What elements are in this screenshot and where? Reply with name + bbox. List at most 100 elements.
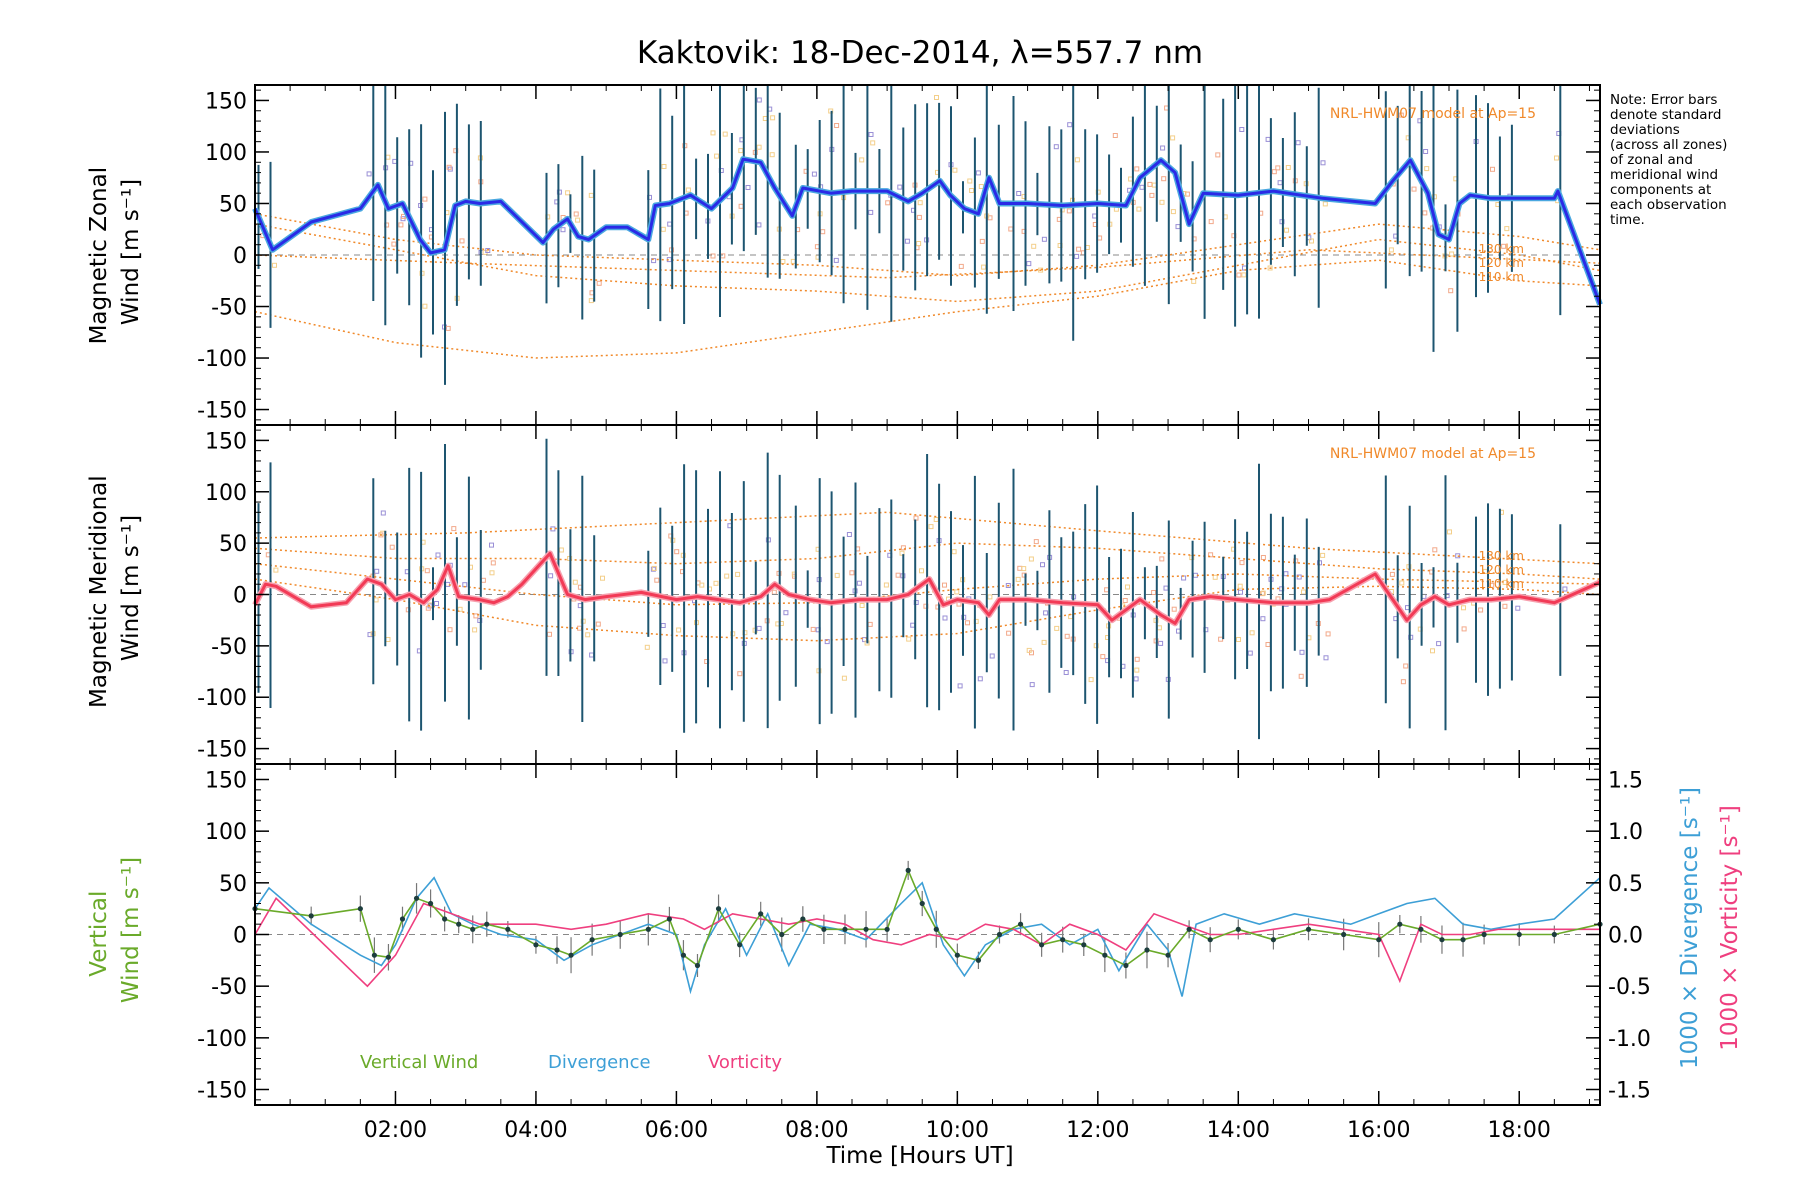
zone-scatter-point	[1063, 670, 1069, 675]
zone-scatter-point	[595, 621, 601, 627]
meridional-alt-130: 130 km	[1479, 549, 1524, 563]
vertical-wind-point	[758, 911, 764, 917]
zone-scatter-point	[1260, 590, 1266, 596]
zone-scatter-point	[1134, 166, 1140, 172]
zone-scatter-point	[1031, 243, 1037, 249]
zone-scatter-point	[841, 675, 847, 681]
zone-scatter-point	[1076, 246, 1082, 252]
zone-scatter-point	[1403, 663, 1409, 669]
zone-scatter-point	[870, 140, 876, 146]
vertical-wind-point	[413, 895, 420, 901]
zone-scatter-point	[565, 190, 571, 196]
zone-scatter-point	[1100, 654, 1106, 660]
zone-scatter-point	[272, 262, 277, 268]
y-tick-label: 0	[233, 584, 247, 609]
vertical-wind-point	[617, 931, 623, 938]
zone-scatter-point	[445, 325, 451, 331]
vertical-wind-point	[442, 916, 448, 922]
zone-scatter-point	[485, 248, 491, 253]
y2-tick-label: 1.0	[1608, 820, 1643, 845]
zone-scatter-point	[834, 123, 840, 128]
zone-scatter-point	[856, 580, 862, 586]
zone-scatter-point	[1388, 247, 1394, 253]
zone-scatter-point	[1170, 209, 1176, 215]
vertical-wind-point	[666, 916, 672, 922]
zone-scatter-point	[1147, 181, 1153, 187]
vertical-wind-point	[737, 942, 743, 948]
zone-scatter-point	[1430, 648, 1435, 654]
zone-scatter-point	[714, 153, 720, 159]
y-tick-label: 150	[205, 429, 247, 454]
zone-scatter-point	[895, 572, 901, 578]
zone-scatter-point	[1322, 201, 1328, 207]
note-line: of zonal and	[1610, 152, 1693, 168]
zone-scatter-point	[1422, 210, 1428, 216]
zone-scatter-point	[1260, 616, 1266, 622]
zone-scatter-point	[699, 582, 705, 588]
zone-scatter-point	[859, 157, 865, 163]
zone-scatter-point	[1424, 166, 1430, 172]
x-tick-label: 04:00	[504, 1118, 567, 1143]
zone-scatter-point	[398, 222, 404, 228]
zone-scatter-point	[919, 568, 924, 574]
zone-scatter-point	[1237, 583, 1243, 589]
zone-scatter-point	[745, 185, 751, 190]
zone-scatter-point	[273, 567, 279, 573]
zonal-alt-110: 110 km	[1479, 270, 1524, 284]
zone-scatter-point	[722, 131, 728, 137]
zone-scatter-point	[1016, 191, 1022, 196]
zone-scatter-point	[685, 187, 691, 193]
vertical-wind-point	[470, 926, 476, 932]
zone-scatter-point	[1088, 677, 1094, 683]
y-tick-label: 50	[219, 192, 247, 217]
zone-scatter-point	[1151, 590, 1157, 595]
vertical-wind-point	[933, 926, 939, 932]
vertical-wind-point	[1017, 921, 1024, 927]
zone-scatter-point	[756, 625, 762, 631]
vertical-wind-point	[779, 931, 785, 938]
zone-scatter-point	[654, 577, 660, 583]
zone-scatter-point	[1054, 625, 1060, 631]
zone-scatter-point	[883, 582, 889, 588]
y2-tick-label: -1.5	[1608, 1079, 1651, 1104]
vertical-wind-point	[357, 906, 363, 912]
vertical-wind-point	[1165, 952, 1171, 958]
zone-scatter-point	[1021, 566, 1027, 572]
zone-scatter-point	[1461, 605, 1466, 611]
x-tick-label: 06:00	[645, 1118, 708, 1143]
zone-scatter-point	[1320, 552, 1326, 558]
vertical-wind-point	[533, 942, 539, 948]
zone-scatter-point	[868, 132, 874, 137]
note-line: time.	[1610, 212, 1645, 228]
zone-scatter-point	[942, 615, 948, 621]
vertical-wind-point	[1551, 931, 1557, 938]
meridional-wind-lines	[252, 550, 1602, 627]
divergence-line	[254, 876, 1601, 997]
zone-scatter-point	[1074, 253, 1080, 259]
zone-scatter-point	[1066, 208, 1072, 214]
zone-scatter-point	[713, 580, 719, 586]
zone-scatter-point	[1208, 552, 1214, 558]
meridional-wind-line	[253, 551, 1601, 625]
zonal-panel: -150 -100 -50 0 50 100 150 NRL-HWM07 model at …	[86, 84, 1603, 426]
vertical-panel: -150 -100 -50 0 50 100 150 02:00 04:00 06:00 08:00…	[86, 763, 1743, 1169]
zone-scatter-point	[756, 144, 762, 150]
note-line: (across all zones)	[1610, 137, 1727, 153]
zone-scatter-point	[1122, 598, 1128, 603]
zonal-ylabel-line2: Wind [m s⁻¹]	[118, 179, 144, 325]
zone-scatter-point	[1038, 267, 1044, 273]
zone-scatter-point	[1323, 655, 1329, 661]
zone-scatter-point	[1436, 641, 1442, 647]
y-tick-label: -150	[197, 738, 247, 763]
zone-scatter-point	[1029, 682, 1035, 688]
zone-scatter-point	[1026, 261, 1032, 267]
zone-scatter-point	[422, 196, 428, 202]
vertical-wind-point	[680, 952, 687, 958]
zone-scatter-point	[735, 571, 741, 577]
zone-scatter-point	[965, 620, 970, 626]
zone-scatter-point	[811, 171, 817, 177]
zonal-ylabel: Magnetic Zonal Wind [m s⁻¹]	[86, 160, 144, 345]
zone-scatter-point	[1171, 606, 1177, 612]
zone-scatter-point	[1432, 547, 1438, 553]
zone-scatter-point	[1461, 626, 1467, 632]
